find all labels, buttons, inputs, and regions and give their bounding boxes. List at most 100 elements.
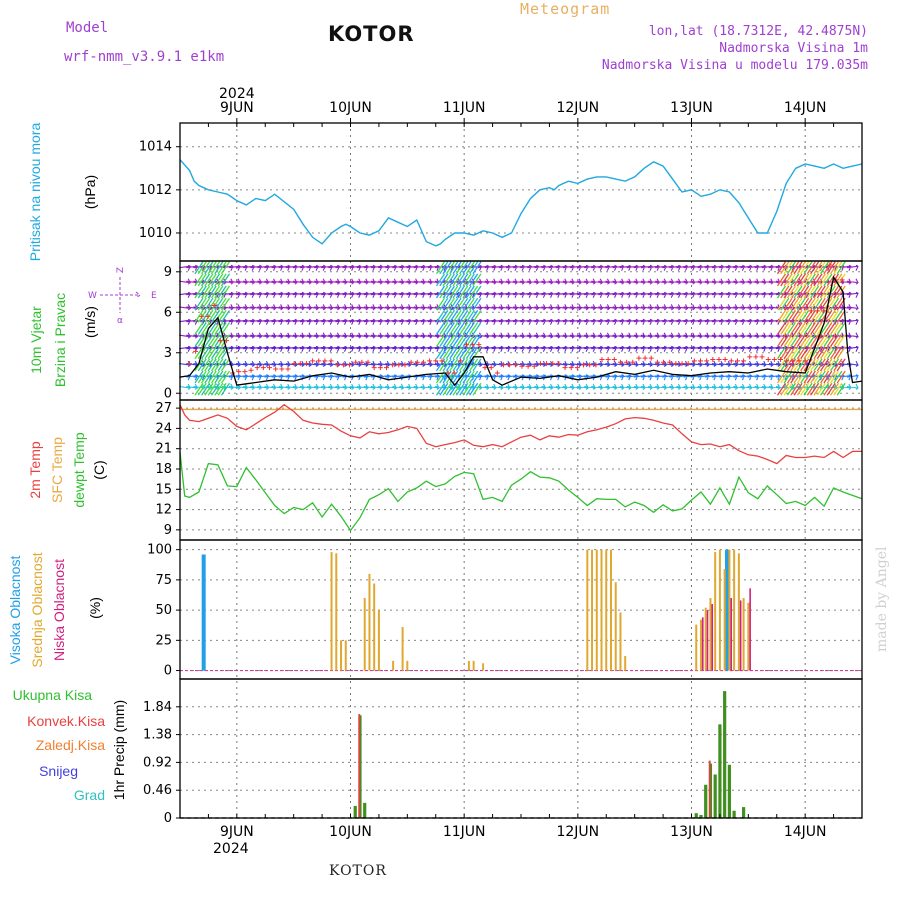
- total-precip-bar: [704, 784, 708, 818]
- wind-barb-strong: [836, 346, 846, 360]
- wind-barb-strong: [197, 322, 207, 335]
- wind-barb-row: [179, 291, 859, 298]
- y-tick-label: 0: [164, 811, 172, 826]
- wind-barb-strong: [449, 273, 459, 287]
- wind-barb-strong: [833, 370, 843, 384]
- wind-barb-strong: [786, 309, 796, 323]
- wind-barb-strong: [442, 322, 452, 335]
- wind-barb-strong: [207, 273, 217, 287]
- y-tick-label: 12: [155, 503, 172, 518]
- wind-gust-markers: [186, 262, 845, 376]
- wind-barb-strong: [210, 370, 221, 384]
- convective-precip-bar: [708, 760, 711, 818]
- wind-barb-strong: [201, 382, 211, 396]
- wind-barb-strong: [826, 273, 836, 287]
- mid-cloud-axis-title: Srednja Oblacnost: [29, 552, 45, 667]
- wind-barb-strong: [442, 334, 452, 347]
- mid-cloud-bar: [363, 598, 366, 671]
- wind-barb-strong: [472, 261, 482, 275]
- wind-barb-row: [179, 332, 859, 339]
- wind-barb-strong: [455, 297, 465, 311]
- wind-barb-strong: [445, 346, 455, 360]
- wind-barb-strong: [806, 322, 816, 335]
- wind-barb-strong: [210, 334, 221, 347]
- wind-barb-strong: [455, 322, 465, 335]
- wind-barb-row: [179, 278, 859, 285]
- wind-barb-strong: [790, 273, 800, 287]
- precip-legend-item: Ukupna Kisa: [13, 687, 93, 703]
- wind-barb-strong: [810, 358, 820, 372]
- y-tick-label: 0: [164, 664, 172, 679]
- wind-barb-strong: [803, 285, 813, 299]
- coordinates: lon,lat (18.7312E, 42.4875N): [648, 24, 868, 39]
- wind-barb-strong: [806, 273, 816, 287]
- wind-barb-strong: [459, 370, 469, 384]
- wind-speed-line: [179, 275, 863, 387]
- wind-barb-strong: [826, 382, 836, 396]
- wind-barb-strong: [469, 297, 479, 311]
- precip-legend-item: Zaledj.Kisa: [36, 737, 105, 753]
- wind-barb-strong: [826, 261, 836, 275]
- wind-barb-strong: [455, 334, 465, 347]
- mid-cloud-bar: [600, 549, 603, 671]
- wind-barb-strong: [204, 261, 214, 275]
- y-tick-label: 1.38: [143, 728, 172, 743]
- wind-barb-strong: [442, 358, 452, 372]
- wind-barb-strong: [465, 261, 475, 275]
- wind-barb-strong: [813, 261, 823, 275]
- wind-barb-strong: [459, 334, 469, 347]
- mid-cloud-bar: [330, 552, 333, 671]
- wind-barb-strong: [204, 346, 214, 360]
- wind-barb-strong: [449, 285, 459, 299]
- wind-barb-strong: [439, 334, 449, 347]
- date-label-bottom: 10JUN: [329, 824, 372, 840]
- wind-barb-strong: [810, 334, 820, 347]
- wind-barb-strong: [806, 285, 816, 299]
- wind-barb-strong: [793, 334, 803, 347]
- wind-barb-strong: [796, 261, 806, 275]
- wind-barb-strong: [204, 334, 214, 347]
- wind-barb-row: [179, 304, 859, 311]
- wind-barb-strong: [445, 297, 455, 311]
- wind-barb-strong: [459, 382, 469, 396]
- wind-barb-strong: [810, 285, 820, 299]
- wind-barb-strong: [803, 382, 813, 396]
- wind-barb-strong: [786, 382, 796, 396]
- wind-axis-title-1: 10m Vjetar: [28, 306, 44, 374]
- wind-barb-strong: [194, 346, 204, 360]
- wind-barb-strong: [780, 370, 790, 384]
- wind-barb-strong: [472, 309, 482, 323]
- wind-barb-strong: [786, 285, 796, 299]
- y-tick-label: 3: [164, 346, 172, 361]
- chart-kind: Meteogram: [520, 0, 611, 18]
- wind-barb-strong: [776, 273, 787, 287]
- wind-barb-strong: [452, 261, 462, 275]
- wind-barb-strong: [796, 273, 806, 287]
- wind-barb-strong: [776, 261, 787, 275]
- wind-barb-strong: [442, 382, 452, 396]
- mid-cloud-bar: [335, 553, 338, 671]
- wind-barb-strong: [793, 309, 803, 323]
- wind-barb-strong: [800, 370, 810, 384]
- wind-barb-strong: [459, 346, 469, 360]
- wind-barb-strong: [194, 370, 204, 384]
- wind-barb-strong: [816, 382, 826, 396]
- wind-barb-strong: [820, 285, 830, 299]
- wind-barb-strong: [472, 370, 482, 384]
- wind-barb-strong: [806, 370, 816, 384]
- wind-barb-strong: [455, 309, 465, 323]
- wind-barb-strong: [823, 322, 833, 335]
- wind-axis-unit: (m/s): [82, 306, 98, 338]
- wind-barb-strong: [800, 346, 810, 360]
- wind-barb-strong: [439, 273, 449, 287]
- wind-barb-row: [179, 360, 859, 368]
- wind-barb-strong: [793, 322, 803, 335]
- date-label-bottom: 12JUN: [556, 824, 599, 840]
- pressure-axis-title: Pritisak na nivou mora: [27, 123, 43, 262]
- wind-barb-strong: [786, 322, 796, 335]
- wind-barb-row: [179, 264, 859, 271]
- temp-axis-unit: (C): [91, 460, 107, 479]
- mid-cloud-bar: [591, 549, 594, 671]
- wind-barb-strong: [823, 382, 833, 396]
